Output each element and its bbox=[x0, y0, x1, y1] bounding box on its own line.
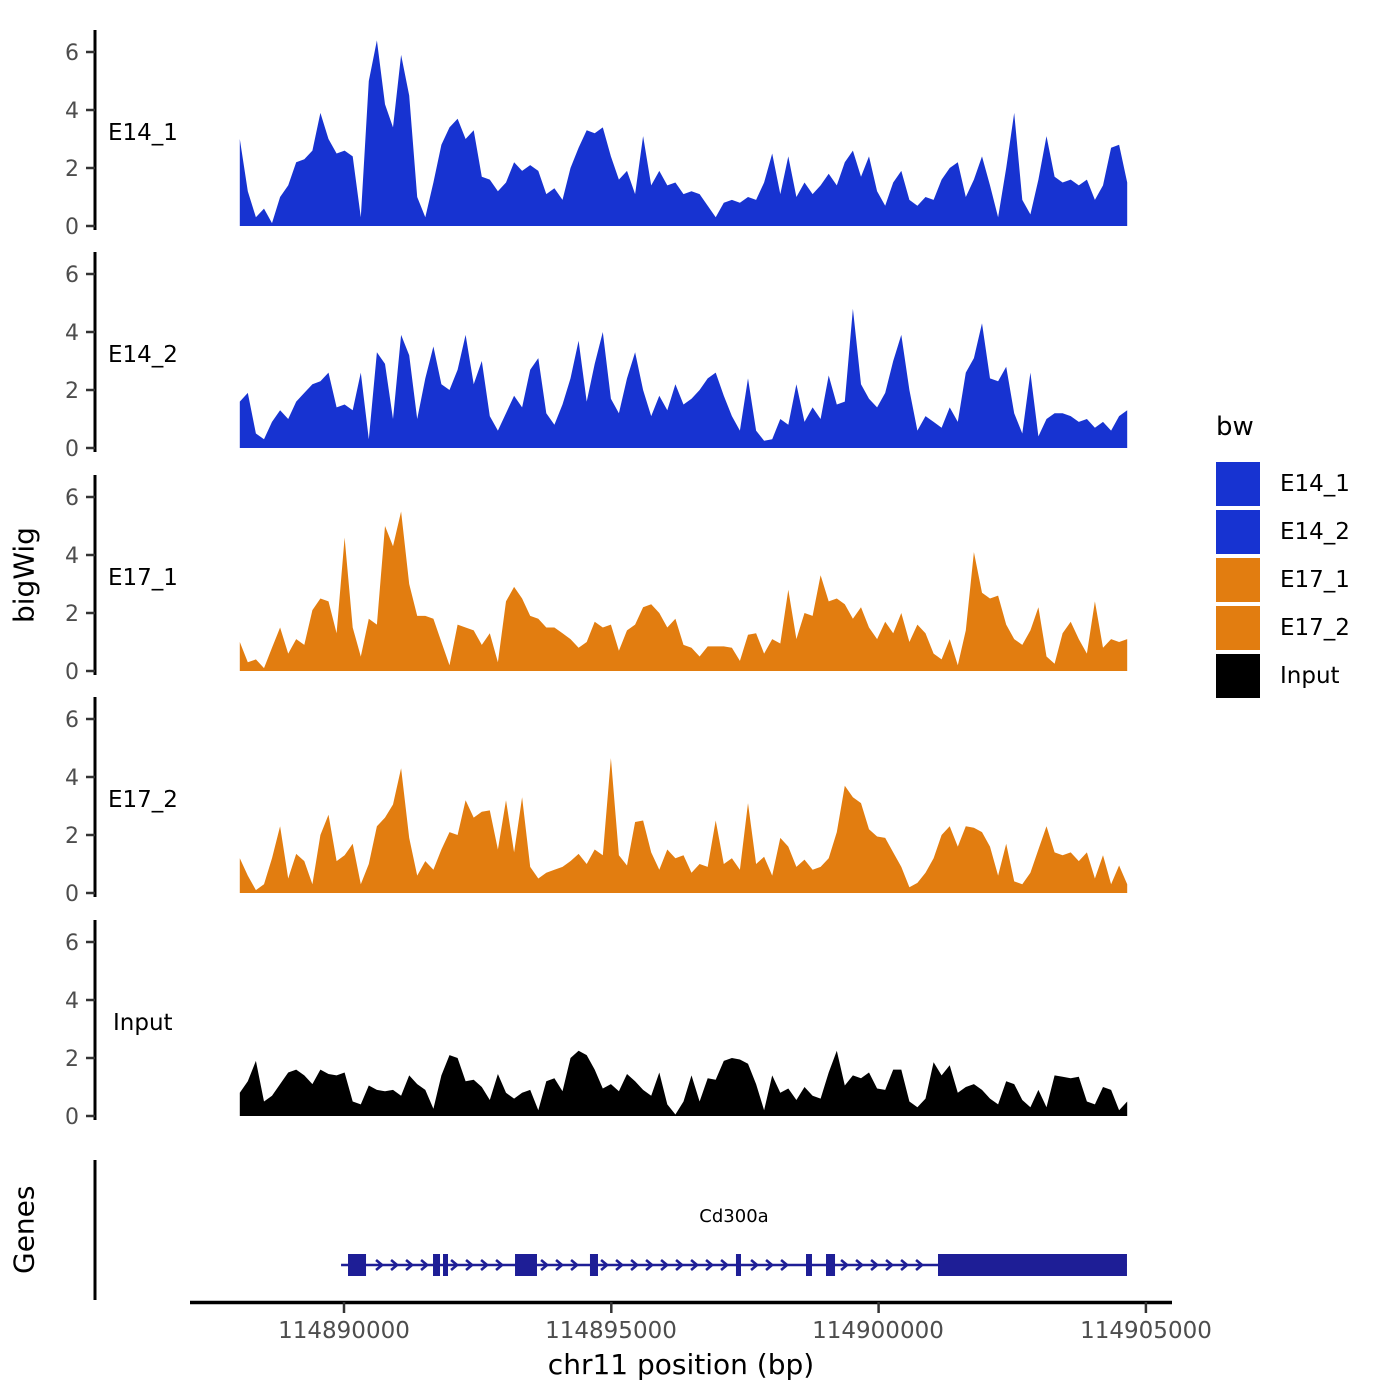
y-tick-label: 2 bbox=[65, 379, 79, 404]
gene-exon bbox=[443, 1254, 449, 1276]
legend-title: bw bbox=[1216, 412, 1254, 442]
legend-key-swatch bbox=[1216, 654, 1260, 698]
y-tick-label: 0 bbox=[65, 660, 79, 685]
track-label-e17-1: E17_1 bbox=[108, 565, 178, 591]
gene-exon bbox=[433, 1254, 441, 1276]
gene-strand-arrow bbox=[645, 1259, 655, 1271]
gene-strand-arrow bbox=[720, 1259, 730, 1271]
legend-item: E14_2 bbox=[1216, 510, 1396, 554]
gene-strand-arrow bbox=[390, 1259, 400, 1271]
y-tick-label: 6 bbox=[65, 486, 79, 511]
x-tick-label-114890000: 114890000 bbox=[278, 1318, 410, 1344]
signal-area-E14_2 bbox=[239, 308, 1128, 448]
gene-strand-arrow bbox=[630, 1259, 640, 1271]
y-axis-title-genes: Genes bbox=[7, 1185, 41, 1275]
gene-strand-arrow bbox=[375, 1259, 385, 1271]
gene-strand-arrow bbox=[765, 1259, 775, 1271]
gene-exon bbox=[806, 1254, 812, 1276]
gene-strand-arrow bbox=[840, 1259, 850, 1271]
gene-strand-arrow bbox=[870, 1259, 880, 1271]
y-tick-label: 6 bbox=[65, 931, 79, 956]
y-tick-label: 4 bbox=[65, 99, 79, 124]
gene-exon bbox=[825, 1254, 836, 1276]
y-tick-label: 2 bbox=[65, 157, 79, 182]
gene-exon bbox=[589, 1254, 598, 1276]
legend: bw E14_1 E14_2 E17_1 E17_2 Input bbox=[1216, 412, 1396, 702]
gene-strand-arrow bbox=[660, 1259, 670, 1271]
y-tick-label: 4 bbox=[65, 989, 79, 1014]
legend-item-label: E14_2 bbox=[1280, 519, 1350, 545]
x-axis-title: chr11 position (bp) bbox=[547, 1348, 815, 1381]
legend-key-swatch bbox=[1216, 558, 1260, 602]
legend-key-swatch bbox=[1216, 606, 1260, 650]
y-axis-title-bigwig: bigWig bbox=[7, 527, 41, 623]
gene-strand-arrow bbox=[780, 1259, 790, 1271]
gene-strand-arrow bbox=[465, 1259, 475, 1271]
gene-strand-arrow bbox=[900, 1259, 910, 1271]
legend-item-label: E17_2 bbox=[1280, 615, 1350, 641]
gene-strand-arrow bbox=[495, 1259, 505, 1271]
gene-strand-arrow bbox=[450, 1259, 460, 1271]
gene-strand-arrow bbox=[705, 1259, 715, 1271]
gene-exon bbox=[348, 1254, 367, 1276]
gene-strand-arrow bbox=[555, 1259, 565, 1271]
y-tick-label: 2 bbox=[65, 1047, 79, 1072]
track-label-e14-1: E14_1 bbox=[108, 120, 178, 146]
gene-strand-arrow bbox=[480, 1259, 490, 1271]
y-tick-label: 0 bbox=[65, 437, 79, 462]
gene-strand-arrow bbox=[690, 1259, 700, 1271]
gene-strand-arrow bbox=[855, 1259, 865, 1271]
y-tick-label: 0 bbox=[65, 882, 79, 907]
legend-item: E17_2 bbox=[1216, 606, 1396, 650]
signal-area-E17_1 bbox=[239, 511, 1128, 671]
gene-strand-arrow bbox=[405, 1259, 415, 1271]
x-tick-label-114895000: 114895000 bbox=[545, 1318, 677, 1344]
gene-strand-arrow bbox=[750, 1259, 760, 1271]
y-tick-label: 6 bbox=[65, 708, 79, 733]
y-tick-label: 2 bbox=[65, 824, 79, 849]
signal-area-E17_2 bbox=[239, 758, 1128, 893]
legend-key-swatch bbox=[1216, 462, 1260, 506]
track-label-e17-2: E17_2 bbox=[108, 787, 178, 813]
y-tick-label: 4 bbox=[65, 766, 79, 791]
y-tick-label: 4 bbox=[65, 544, 79, 569]
x-tick-label-114900000: 114900000 bbox=[812, 1318, 944, 1344]
legend-item-label: E14_1 bbox=[1280, 471, 1350, 497]
gene-strand-arrow bbox=[885, 1259, 895, 1271]
y-tick-label: 6 bbox=[65, 263, 79, 288]
gene-exon bbox=[735, 1254, 741, 1276]
gene-strand-arrow bbox=[915, 1259, 925, 1271]
legend-item: Input bbox=[1216, 654, 1396, 698]
y-tick-label: 4 bbox=[65, 321, 79, 346]
gene-strand-arrow bbox=[540, 1259, 550, 1271]
gene-exon bbox=[515, 1254, 537, 1276]
legend-item-label: E17_1 bbox=[1280, 567, 1350, 593]
legend-item: E14_1 bbox=[1216, 462, 1396, 506]
track-label-input: Input bbox=[113, 1010, 173, 1036]
y-tick-label: 0 bbox=[65, 1105, 79, 1130]
gene-exon bbox=[937, 1254, 1127, 1276]
gene-strand-arrow bbox=[420, 1259, 430, 1271]
signal-area-Input bbox=[239, 1050, 1128, 1116]
gene-strand-arrow bbox=[570, 1259, 580, 1271]
y-tick-label: 0 bbox=[65, 215, 79, 240]
track-label-e14-2: E14_2 bbox=[108, 342, 178, 368]
signal-area-E14_1 bbox=[239, 40, 1128, 227]
y-tick-label: 6 bbox=[65, 41, 79, 66]
x-tick-label-114905000: 114905000 bbox=[1080, 1318, 1212, 1344]
legend-key-swatch bbox=[1216, 510, 1260, 554]
legend-item-label: Input bbox=[1280, 663, 1340, 689]
gene-strand-arrow bbox=[675, 1259, 685, 1271]
gene-strand-arrow bbox=[615, 1259, 625, 1271]
legend-item: E17_1 bbox=[1216, 558, 1396, 602]
gene-strand-arrow bbox=[600, 1259, 610, 1271]
y-tick-label: 2 bbox=[65, 602, 79, 627]
gene-name-label: Cd300a bbox=[699, 1206, 769, 1227]
